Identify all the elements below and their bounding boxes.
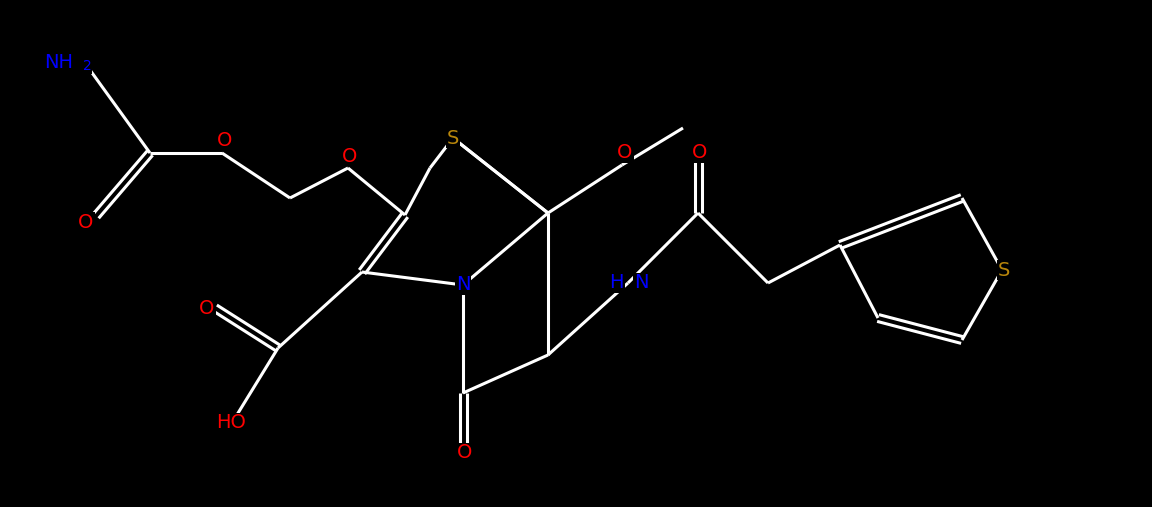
Text: N: N (634, 273, 649, 293)
Text: O: O (342, 147, 357, 165)
Text: O: O (457, 444, 472, 462)
Text: N: N (456, 275, 470, 295)
Text: 2: 2 (83, 59, 91, 73)
Text: O: O (692, 143, 707, 163)
Text: O: O (218, 131, 233, 151)
Text: H: H (609, 273, 624, 293)
Text: O: O (78, 212, 93, 232)
Text: HO: HO (217, 414, 245, 432)
Text: S: S (998, 261, 1010, 279)
Text: S: S (447, 128, 460, 148)
Text: O: O (199, 299, 214, 317)
Text: NH: NH (44, 53, 73, 71)
Text: O: O (617, 143, 632, 163)
